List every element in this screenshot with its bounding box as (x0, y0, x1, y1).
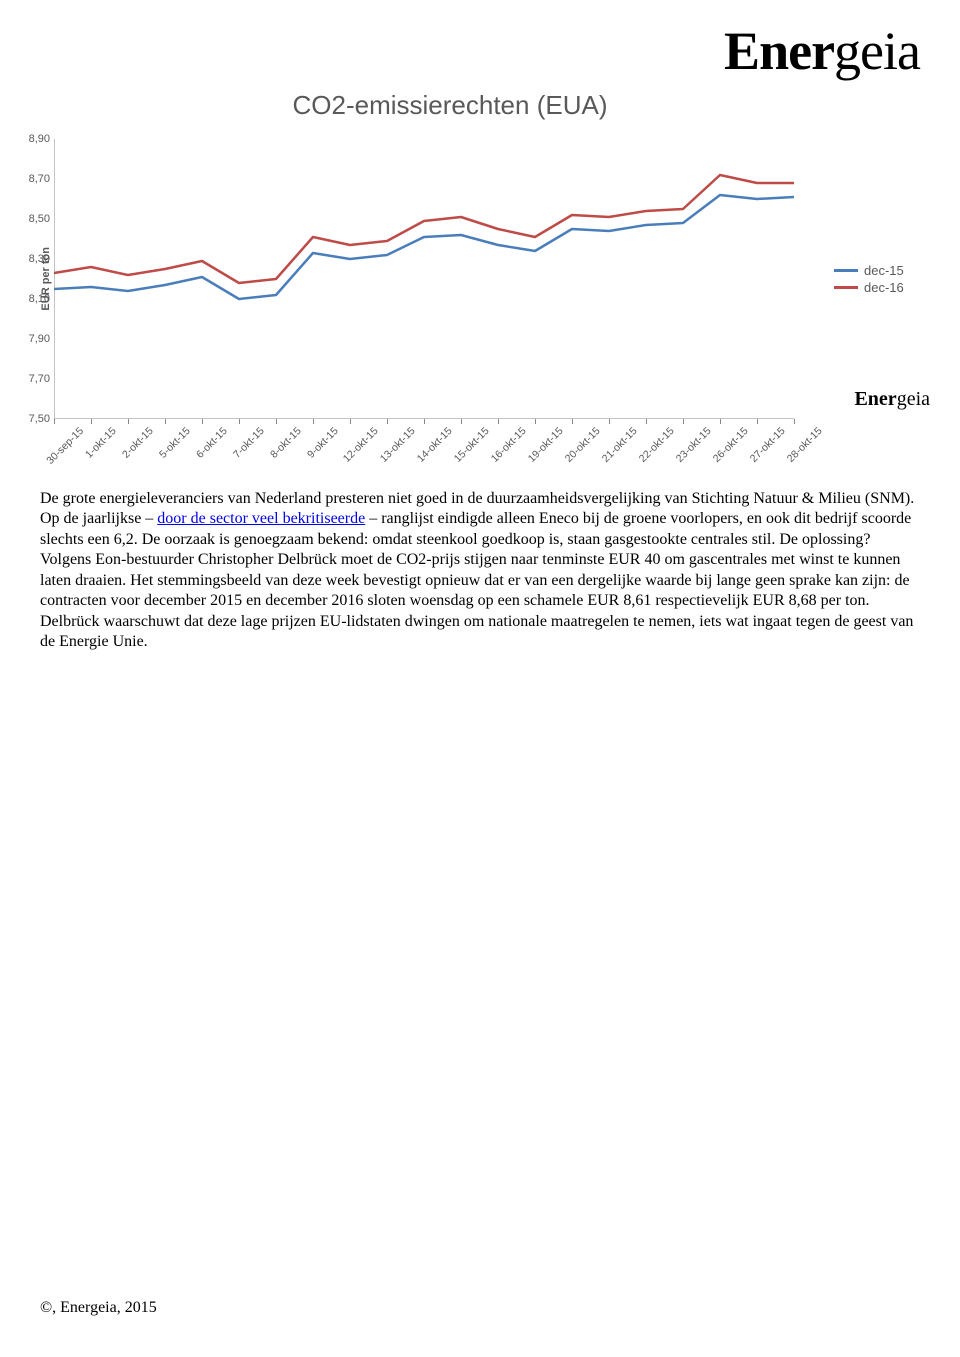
chart-watermark: Energeia (854, 388, 930, 411)
x-tick-label: 30-sep-15 (44, 425, 86, 467)
article-body: De grote energieleveranciers van Nederla… (40, 489, 920, 653)
y-tick-label: 7,70 (29, 373, 50, 385)
y-tick-label: 8,70 (29, 173, 50, 185)
legend-label: dec-16 (864, 280, 904, 295)
page-footer: ©, Energeia, 2015 (40, 1299, 157, 1317)
x-tick-label: 21-okt-15 (600, 425, 640, 465)
logo-main: Energeia (724, 21, 920, 81)
x-tick-label: 26-okt-15 (711, 425, 751, 465)
x-tick-label: 15-okt-15 (452, 425, 492, 465)
x-tick-label: 22-okt-15 (637, 425, 677, 465)
x-tick-label: 16-okt-15 (489, 425, 529, 465)
x-tick-label: 1-okt-15 (83, 425, 119, 461)
x-tick-label: 7-okt-15 (231, 425, 267, 461)
x-tick-label: 23-okt-15 (674, 425, 714, 465)
x-tick-label: 12-okt-15 (341, 425, 381, 465)
legend-item-dec15: dec-15 (834, 263, 904, 278)
legend-item-dec16: dec-16 (834, 280, 904, 295)
legend-swatch (834, 269, 858, 272)
x-tick-label: 6-okt-15 (194, 425, 230, 461)
chart-title: CO2-emissierechten (EUA) (40, 90, 920, 121)
x-tick-label: 28-okt-15 (785, 425, 825, 465)
chart-svg (54, 139, 794, 419)
x-tick-label: 5-okt-15 (157, 425, 193, 461)
text-run: – ranglijst eindigde alleen Eneco bij de… (40, 510, 913, 650)
y-tick-label: 8,90 (29, 133, 50, 145)
legend-label: dec-15 (864, 263, 904, 278)
x-tick-label: 19-okt-15 (526, 425, 566, 465)
x-tick-label: 27-okt-15 (748, 425, 788, 465)
y-tick-label: 7,90 (29, 333, 50, 345)
x-tick-label: 9-okt-15 (305, 425, 341, 461)
chart-container: CO2-emissierechten (EUA) EUR per ton 8,9… (40, 90, 920, 419)
x-tick-label: 20-okt-15 (563, 425, 603, 465)
x-tick-label: 13-okt-15 (378, 425, 418, 465)
chart-legend: dec-15 dec-16 (834, 261, 904, 297)
chart-plot: 8,908,708,508,308,107,907,707,5030-sep-1… (54, 139, 794, 419)
paragraph: De grote energieleveranciers van Nederla… (40, 489, 920, 653)
y-tick-label: 7,50 (29, 413, 50, 425)
x-tick-label: 14-okt-15 (415, 425, 455, 465)
x-tick-label: 2-okt-15 (120, 425, 156, 461)
y-tick-label: 8,30 (29, 253, 50, 265)
legend-swatch (834, 286, 858, 289)
y-tick-label: 8,50 (29, 213, 50, 225)
x-tick-label: 8-okt-15 (268, 425, 304, 461)
y-tick-label: 8,10 (29, 293, 50, 305)
inline-link[interactable]: door de sector veel bekritiseerde (157, 510, 365, 527)
page-header: Energeia (40, 20, 920, 82)
